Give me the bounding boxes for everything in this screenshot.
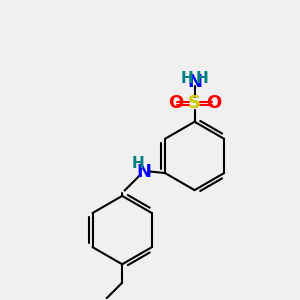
Text: N: N [136,163,151,181]
Text: H: H [196,70,208,86]
Text: H: H [132,156,145,171]
Text: O: O [168,94,183,112]
Text: O: O [206,94,221,112]
Text: H: H [181,70,194,86]
Text: S: S [188,94,201,112]
Text: N: N [187,73,202,91]
